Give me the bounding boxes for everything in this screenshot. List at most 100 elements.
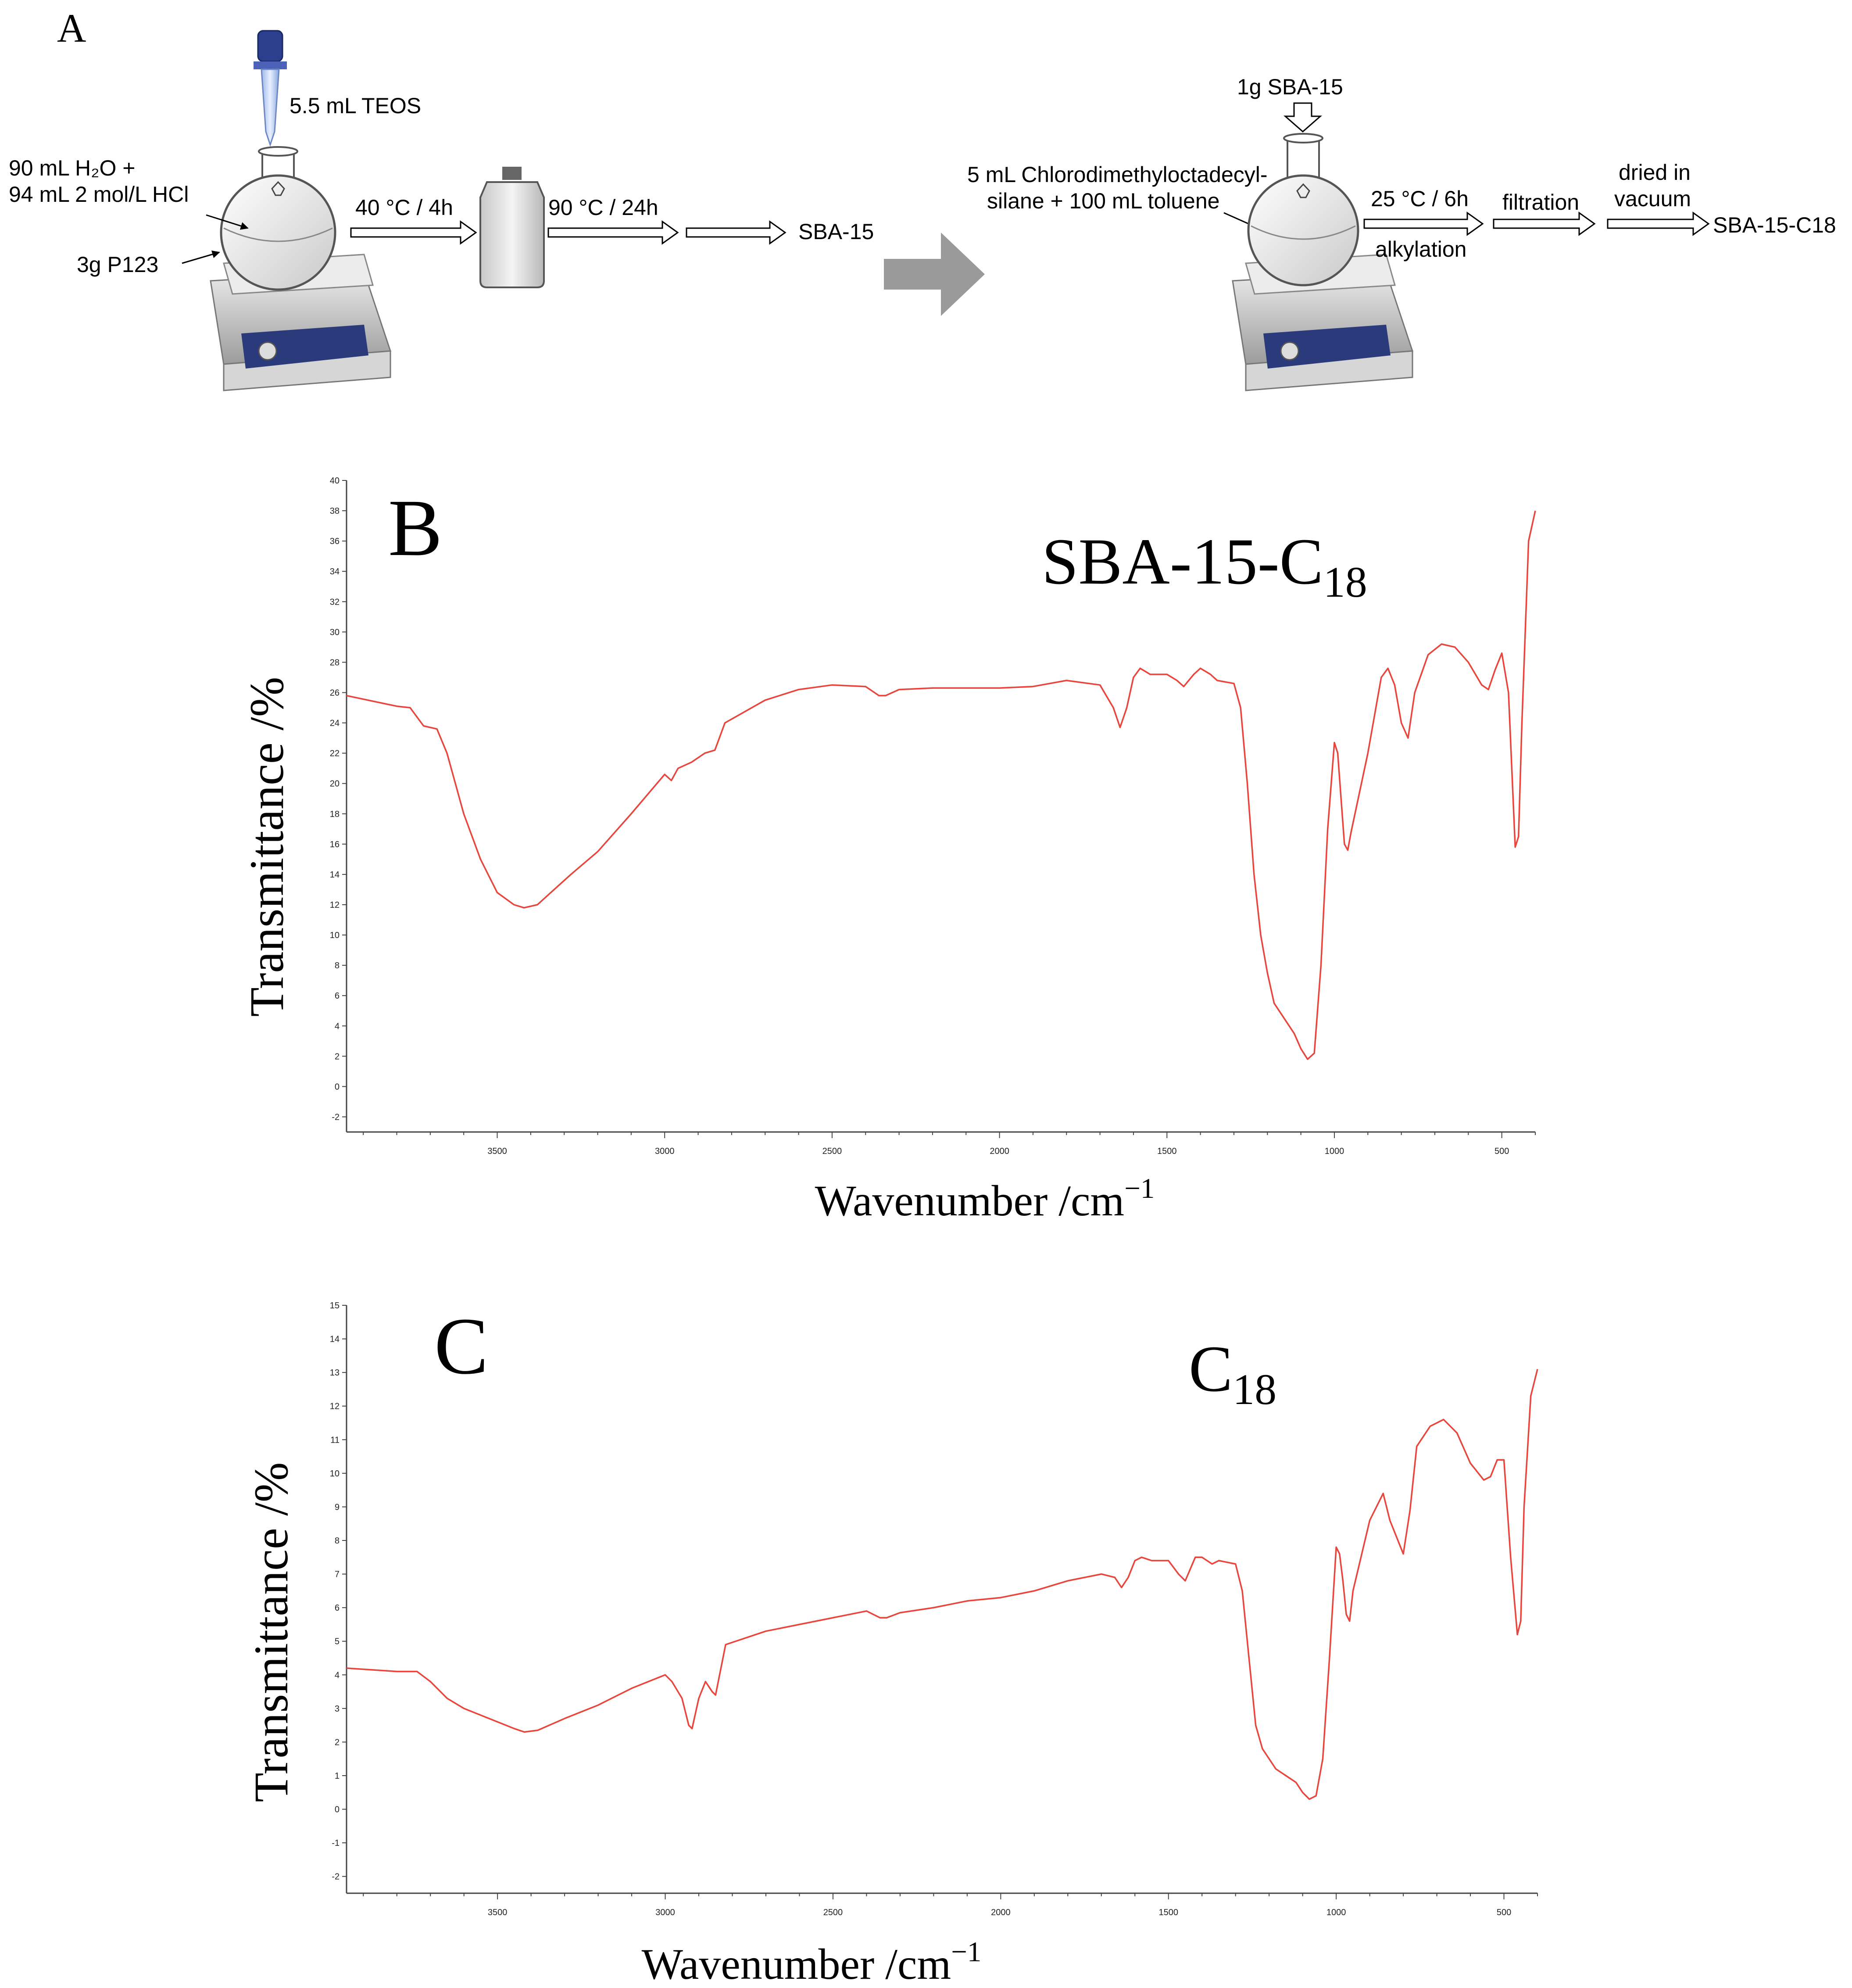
chart-c-title: C18 (1189, 1332, 1276, 1414)
y-tick-label: 15 (330, 1301, 340, 1311)
reagent-silane-line2: silane + 100 mL toluene (987, 189, 1219, 213)
y-tick-label: 24 (330, 719, 340, 728)
y-tick-label: 12 (330, 1402, 340, 1411)
y-tick-label: 10 (330, 1469, 340, 1479)
y-tick-label: 36 (330, 537, 340, 546)
x-tick-label: 3000 (655, 1908, 675, 1917)
chart-b-plot-area (346, 510, 1536, 1060)
x-tick-label: 3500 (488, 1908, 508, 1917)
y-tick-label: 2 (335, 1737, 340, 1747)
chart-b-y-axis-label: Transmittance /% (240, 677, 293, 1017)
chart-b-title: SBA-15-C18 (1042, 525, 1367, 606)
y-tick-label: 10 (330, 931, 340, 940)
process-arrow (1493, 211, 1596, 236)
y-tick-label: 14 (330, 870, 340, 880)
dried-label-line1: dried in (1619, 160, 1691, 185)
x-tick-label: 500 (1497, 1908, 1511, 1917)
y-tick-label: 13 (330, 1368, 340, 1378)
chart-c-x-axis-label: Wavenumber /cm−1 (642, 1936, 982, 1988)
y-tick-label: 16 (330, 840, 340, 849)
y-tick-label: 6 (335, 1603, 340, 1613)
chart-b-panel-letter: B (388, 483, 442, 573)
series-line (346, 1369, 1538, 1800)
process-arrow (686, 220, 787, 245)
x-tick-label: 3000 (655, 1146, 675, 1156)
round-bottom-flask-icon (220, 146, 336, 291)
chart-panel-c: C C18 Transmittance /% Wavenumber /cm−1 … (244, 1301, 1538, 1988)
x-tick-label: 2000 (990, 1146, 1009, 1156)
reagent-teos-label: 5.5 mL TEOS (290, 93, 421, 118)
y-tick-label: 2 (335, 1052, 340, 1061)
y-tick-label: 38 (330, 506, 340, 516)
y-tick-label: 30 (330, 627, 340, 637)
y-tick-label: 34 (330, 567, 340, 577)
x-tick-label: 2500 (823, 1908, 843, 1917)
y-tick-label: 7 (335, 1570, 340, 1580)
round-bottom-flask-icon (1247, 133, 1359, 287)
down-arrow-icon (1284, 102, 1322, 133)
reagent-hcl-label: 94 mL 2 mol/L HCl (9, 182, 189, 207)
chart-c-plot-area (346, 1369, 1538, 1800)
y-tick-label: -2 (332, 1872, 340, 1882)
y-tick-label: 0 (335, 1805, 340, 1815)
y-tick-label: 20 (330, 779, 340, 789)
chart-c-y-axis-label: Transmittance /% (244, 1462, 298, 1802)
x-tick-label: 1000 (1326, 1908, 1346, 1917)
y-tick-label: 0 (335, 1082, 340, 1092)
y-tick-label: 11 (330, 1435, 340, 1445)
y-tick-label: 18 (330, 810, 340, 819)
y-tick-label: 1 (335, 1771, 340, 1781)
y-tick-label: 8 (335, 1536, 340, 1546)
product-sba15-c18-label: SBA-15-C18 (1713, 213, 1836, 237)
process-arrow (350, 220, 477, 245)
panel-a-letter: A (57, 6, 86, 50)
product-sba15-label: SBA-15 (798, 219, 874, 244)
y-tick-label: -2 (332, 1112, 340, 1122)
y-tick-label: 4 (335, 1021, 340, 1031)
reagent-water-label: 90 mL H₂O + (9, 156, 136, 180)
y-tick-label: 4 (335, 1670, 340, 1680)
chart-panel-b: B SBA-15-C18 Transmittance /% Wavenumber… (240, 476, 1536, 1225)
dropper-icon (254, 30, 287, 147)
big-transition-arrow (884, 233, 985, 316)
x-tick-label: 1000 (1325, 1146, 1344, 1156)
chart-c-panel-letter: C (434, 1301, 488, 1391)
y-tick-label: 9 (335, 1502, 340, 1512)
alkylation-label: alkylation (1375, 237, 1466, 261)
process-arrow (1363, 211, 1484, 236)
process-arrow (1607, 211, 1710, 236)
chart-b-ticks: -202468101214161820222426283032343638403… (330, 476, 1536, 1156)
condition-90c-label: 90 °C / 24h (548, 195, 658, 220)
process-arrow (547, 220, 679, 245)
y-tick-label: 14 (330, 1335, 340, 1344)
x-tick-label: 2500 (822, 1146, 842, 1156)
y-tick-label: 12 (330, 900, 340, 910)
y-tick-label: -1 (332, 1838, 340, 1848)
condition-25c-label: 25 °C / 6h (1371, 186, 1469, 211)
y-tick-label: 6 (335, 991, 340, 1001)
x-tick-label: 1500 (1158, 1908, 1178, 1917)
x-tick-label: 2000 (991, 1908, 1011, 1917)
y-tick-label: 8 (335, 961, 340, 971)
y-tick-label: 5 (335, 1637, 340, 1647)
panel-a-scheme: A 5.5 mL TEOS 90 mL H₂O + 94 mL 2 mol/L … (9, 6, 1836, 391)
y-tick-label: 26 (330, 688, 340, 698)
chart-b-axes (346, 480, 1535, 1133)
reagent-silane-line1: 5 mL Chlorodimethyloctadecyl- (967, 162, 1268, 187)
y-tick-label: 32 (330, 597, 340, 607)
autoclave-bottle-icon (479, 167, 545, 288)
dried-label-line2: vacuum (1614, 186, 1691, 211)
filtration-label: filtration (1502, 190, 1579, 215)
x-tick-label: 3500 (487, 1146, 507, 1156)
x-tick-label: 1500 (1157, 1146, 1177, 1156)
chart-c-axes (346, 1305, 1537, 1894)
reagent-sba15-label: 1g SBA-15 (1237, 75, 1343, 99)
x-tick-label: 500 (1494, 1146, 1509, 1156)
chart-b-x-axis-label: Wavenumber /cm−1 (815, 1173, 1155, 1225)
y-tick-label: 40 (330, 476, 340, 486)
y-tick-label: 22 (330, 749, 340, 759)
reagent-p123-label: 3g P123 (77, 252, 158, 277)
y-tick-label: 3 (335, 1704, 340, 1714)
